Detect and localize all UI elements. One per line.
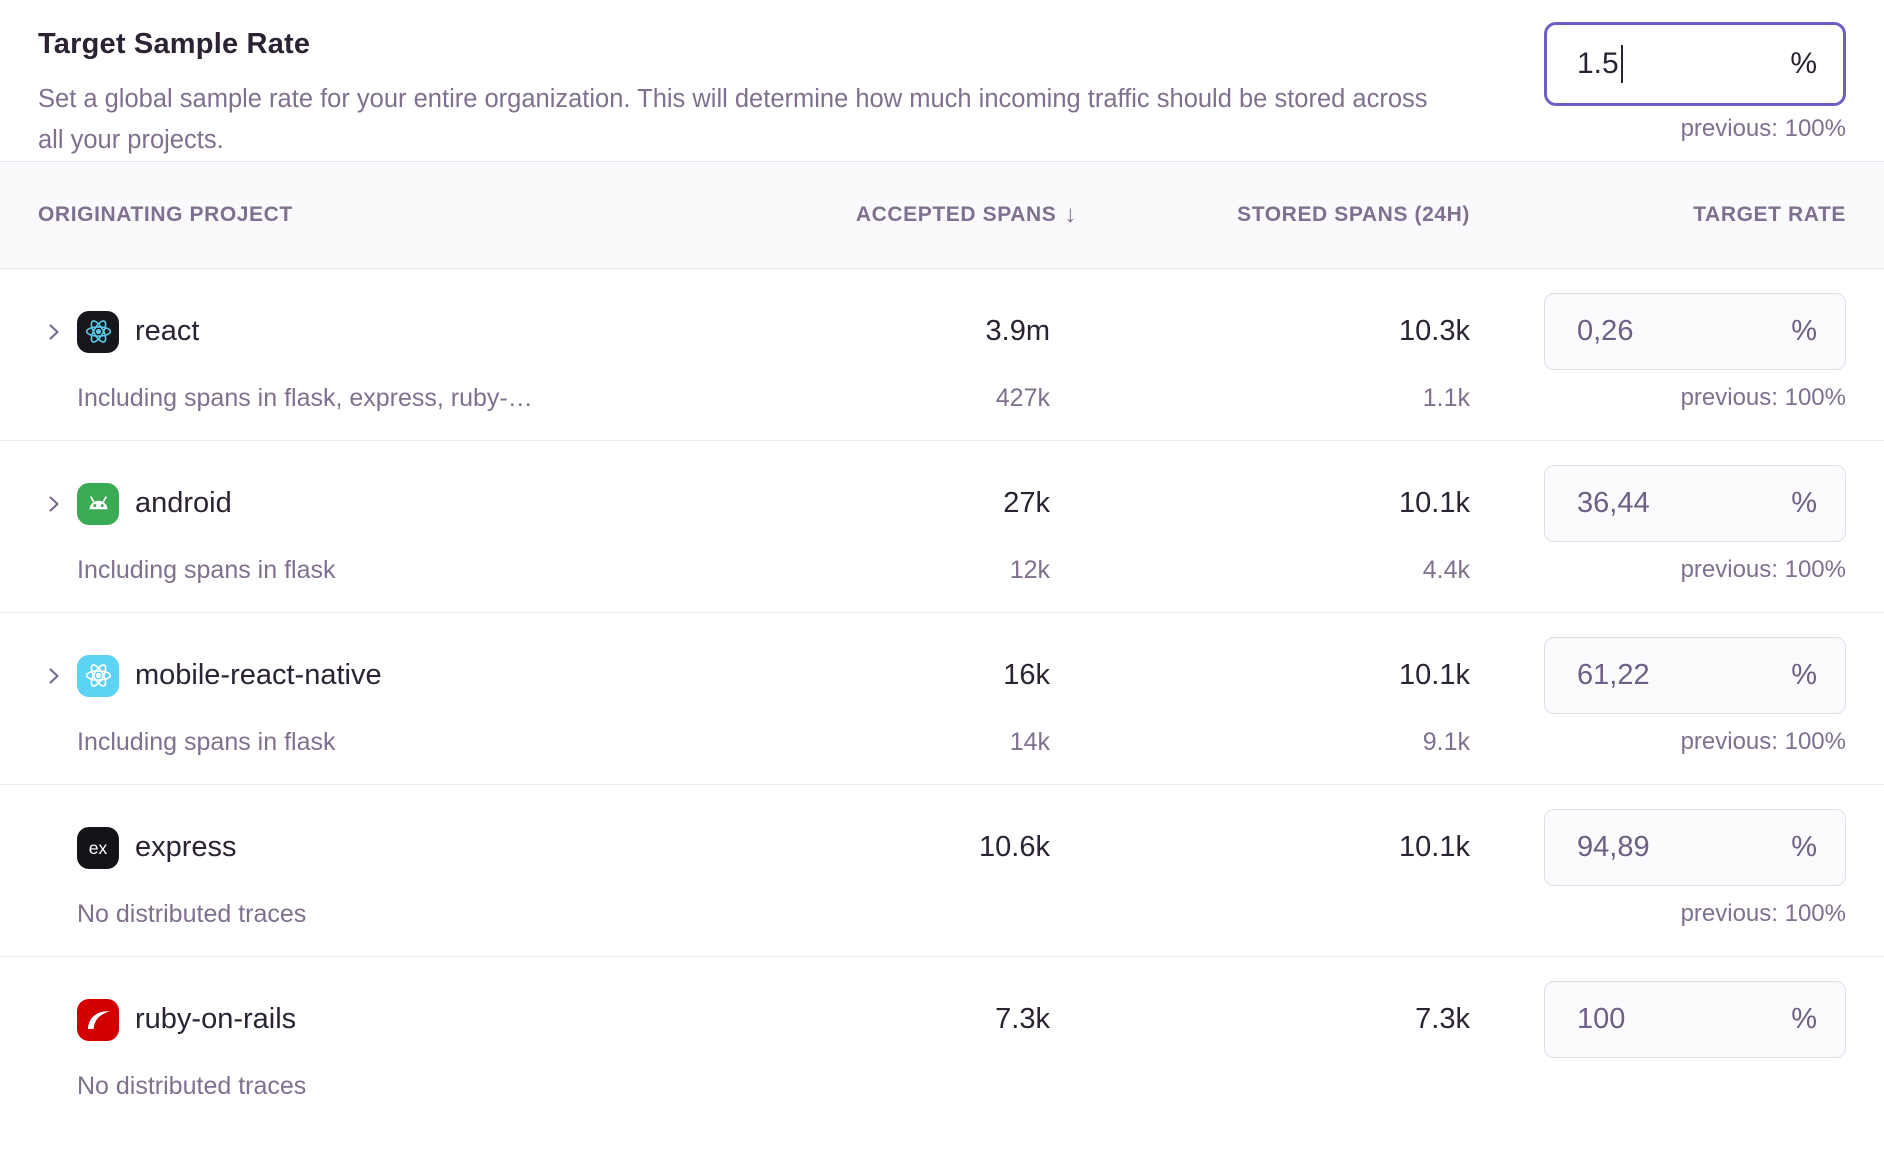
global-previous-rate: previous: 100% [1680,115,1846,142]
project-name: express [135,831,237,863]
panel-header: Target Sample Rate Set a global sample r… [0,0,1884,161]
target-rate-value: 36,44 [1577,487,1650,519]
percent-unit: % [1790,47,1817,80]
stored-spans-value: 7.3k [1415,1003,1470,1035]
stored-spans-value: 10.1k [1399,487,1470,519]
expand-chevron-icon[interactable] [44,320,64,344]
text-cursor [1620,45,1623,83]
project-row-ruby-on-rails: ruby-on-rails 7.3k 7.3k 100 % No distrib… [0,957,1884,1128]
column-header-originating-project: ORIGINATING PROJECT [38,203,293,226]
project-table-body: react 3.9m 10.3k 0,26 % Including spans … [0,269,1884,1128]
distributed-traces-note: Including spans in flask, express, ruby-… [77,383,533,412]
project-name: react [135,315,200,347]
global-sample-rate-input[interactable]: 1.5 % [1544,22,1846,106]
project-row-android: android 27k 10.1k 36,44 % Including span… [0,441,1884,613]
stored-spans-value: 10.1k [1399,659,1470,691]
target-rate-input[interactable]: 0,26 % [1544,293,1846,370]
express-icon: ex [77,826,119,869]
percent-unit: % [1791,659,1817,691]
table-header: ORIGINATING PROJECT ACCEPTED SPANS ↓ STO… [0,161,1884,269]
react-native-icon [77,654,119,697]
accepted-spans-value: 10.6k [979,831,1050,863]
column-header-target-rate: TARGET RATE [1693,203,1846,226]
sub-stored-spans-value: 9.1k [1422,727,1470,756]
distributed-traces-note: No distributed traces [77,1071,307,1100]
sub-accepted-spans-value: 427k [995,383,1050,412]
page-description: Set a global sample rate for your entire… [38,85,1428,154]
previous-rate-label: previous: 100% [1680,728,1846,755]
sort-descending-icon: ↓ [1064,201,1077,228]
target-rate-input[interactable]: 94,89 % [1544,809,1846,886]
sub-accepted-spans-value: 12k [1009,555,1050,584]
percent-unit: % [1791,315,1817,347]
column-header-accepted-spans[interactable]: ACCEPTED SPANS ↓ [855,201,1077,228]
stored-spans-value: 10.1k [1399,831,1470,863]
accepted-spans-value: 7.3k [995,1003,1050,1035]
target-rate-value: 0,26 [1577,315,1634,347]
expand-chevron-icon[interactable] [44,492,64,516]
accepted-spans-value: 16k [1003,659,1050,691]
target-rate-value: 94,89 [1577,831,1650,863]
page-title: Target Sample Rate [38,28,311,60]
previous-rate-label: previous: 100% [1680,900,1846,927]
project-name: ruby-on-rails [135,1003,297,1035]
svg-text:ex: ex [89,838,108,858]
stored-spans-value: 10.3k [1399,315,1470,347]
android-icon [77,482,119,525]
project-name: mobile-react-native [135,659,382,691]
project-name: android [135,487,232,519]
previous-rate-label: previous: 100% [1680,556,1846,583]
percent-unit: % [1791,487,1817,519]
target-rate-input[interactable]: 100 % [1544,981,1846,1058]
distributed-traces-note: No distributed traces [77,899,307,928]
target-rate-value: 61,22 [1577,659,1650,691]
expand-chevron-icon[interactable] [44,664,64,688]
percent-unit: % [1791,1003,1817,1035]
react-icon [77,310,119,353]
project-row-express: ex express 10.6k 10.1k 94,89 % No distri… [0,785,1884,957]
distributed-traces-note: Including spans in flask [77,555,336,584]
sub-accepted-spans-value: 14k [1009,727,1050,756]
project-row-mobile-react-native: mobile-react-native 16k 10.1k 61,22 % In… [0,613,1884,785]
target-rate-value: 100 [1577,1003,1626,1035]
percent-unit: % [1791,831,1817,863]
sub-stored-spans-value: 1.1k [1422,383,1470,412]
rails-icon [77,998,119,1041]
column-header-stored-spans: STORED SPANS (24H) [1237,203,1470,226]
target-rate-input[interactable]: 36,44 % [1544,465,1846,542]
previous-rate-label: previous: 100% [1680,384,1846,411]
distributed-traces-note: Including spans in flask [77,727,336,756]
project-row-react: react 3.9m 10.3k 0,26 % Including spans … [0,269,1884,441]
sub-stored-spans-value: 4.4k [1422,555,1470,584]
global-sample-rate-value: 1.5 [1577,47,1619,80]
accepted-spans-value: 3.9m [985,315,1050,347]
accepted-spans-value: 27k [1003,487,1050,519]
target-rate-input[interactable]: 61,22 % [1544,637,1846,714]
